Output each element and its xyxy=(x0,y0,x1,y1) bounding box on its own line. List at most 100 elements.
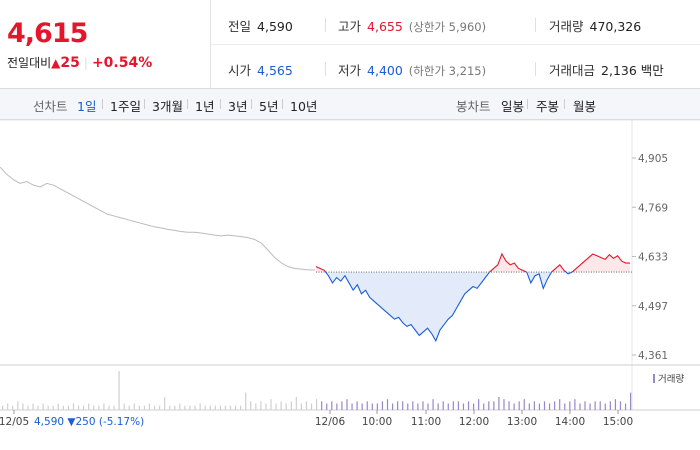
period-3month[interactable]: 3개월 xyxy=(152,99,183,114)
volume-bar xyxy=(321,401,323,410)
chart-toolbar: 선차트 1일 1주일 3개월 1년 3년 5년 10년 봉차트 일봉 주봉 월봉 xyxy=(0,89,700,120)
chart-fill xyxy=(316,253,630,341)
x-tick-label: 15:00 xyxy=(603,416,633,428)
volume-bar xyxy=(462,403,465,410)
volume-bar xyxy=(442,401,444,410)
y-tick-label: 4,633 xyxy=(638,252,668,264)
candle-daily[interactable]: 일봉 xyxy=(501,99,525,114)
toolbar-separator xyxy=(564,99,565,109)
volume-bar xyxy=(214,405,216,410)
volume-bar xyxy=(310,403,313,410)
open-cell: 시가 4,565 xyxy=(228,60,293,79)
period-5year[interactable]: 5년 xyxy=(259,99,279,114)
volume-bar xyxy=(194,405,196,410)
volume-bar xyxy=(240,405,242,410)
volume-bar xyxy=(326,403,328,410)
volume-bar xyxy=(498,397,500,410)
upper-limit: (상한가 5,960) xyxy=(408,20,487,34)
volume-bar xyxy=(518,401,520,410)
volume-bar xyxy=(366,401,368,410)
up-triangle-icon: ▲ xyxy=(51,56,61,70)
volume-bar xyxy=(143,405,146,410)
volume-bar xyxy=(164,397,166,410)
volume-bar xyxy=(148,403,151,410)
volume-bar xyxy=(280,401,282,410)
x-tick-label: 12:00 xyxy=(459,416,489,428)
amount-label: 거래대금 xyxy=(549,63,596,78)
x-tick-label: 14:00 xyxy=(555,416,585,428)
period-3year[interactable]: 3년 xyxy=(228,99,248,114)
volume-bar xyxy=(630,392,632,410)
toolbar-separator xyxy=(102,99,103,109)
volume-bar xyxy=(402,401,404,410)
volume-bar xyxy=(159,405,161,410)
x-tick-label: 13:00 xyxy=(507,416,537,428)
current-price: 4,615 xyxy=(7,18,88,49)
volume-bar xyxy=(523,399,525,410)
volume-bar xyxy=(614,399,617,410)
volume-bar xyxy=(513,403,515,410)
volume-bar xyxy=(331,401,333,410)
toolbar-separator xyxy=(251,99,252,109)
volume-bar xyxy=(169,405,171,410)
candle-monthly[interactable]: 월봉 xyxy=(573,99,597,114)
line-chart-label: 선차트 xyxy=(33,99,68,114)
today-line-up xyxy=(315,266,327,273)
divider xyxy=(325,18,326,32)
volume-bar xyxy=(412,401,414,410)
open-label: 시가 xyxy=(228,63,252,78)
divider xyxy=(535,62,536,76)
period-1week[interactable]: 1주일 xyxy=(110,99,141,114)
volume-bar xyxy=(88,403,90,410)
volume-bar xyxy=(295,397,297,410)
x-tick-label: 10:00 xyxy=(362,416,392,428)
volume-bar xyxy=(27,405,29,410)
volume-bar xyxy=(184,405,186,410)
period-1year[interactable]: 1년 xyxy=(195,99,215,114)
volume-bar xyxy=(371,403,373,410)
volume-bar xyxy=(67,405,70,410)
volume-value: 470,326 xyxy=(589,19,642,34)
period-1day[interactable]: 1일 xyxy=(77,99,97,114)
open-value: 4,565 xyxy=(257,63,293,78)
period-10year[interactable]: 10년 xyxy=(290,99,318,114)
volume-bar xyxy=(118,371,120,410)
volume-bar xyxy=(417,403,419,410)
prev-close-label: 전일 xyxy=(228,19,252,34)
volume-bar xyxy=(508,401,510,410)
volume-bar xyxy=(361,403,363,410)
divider xyxy=(325,62,326,76)
volume-bar xyxy=(478,399,480,410)
volume-bar xyxy=(548,403,551,410)
volume-bar xyxy=(432,399,434,410)
x-tick-label: 12/06 xyxy=(315,416,346,428)
volume-bar xyxy=(594,401,596,410)
volume-bar xyxy=(422,401,424,410)
volume-bar xyxy=(270,399,272,410)
volume-bar xyxy=(12,405,14,410)
change-value: 25 xyxy=(60,55,80,71)
volume-bar xyxy=(609,401,611,410)
today-line-down xyxy=(565,271,573,275)
candle-weekly[interactable]: 주봉 xyxy=(536,99,560,114)
volume-bar xyxy=(123,403,125,410)
chart-grid xyxy=(0,120,700,414)
volume-bar xyxy=(473,403,475,410)
volume-bar xyxy=(255,403,257,410)
volume-bar xyxy=(316,399,318,410)
volume-bar xyxy=(174,405,176,410)
separator: | xyxy=(83,56,88,70)
volume-legend-swatch xyxy=(653,374,655,383)
today-line-up xyxy=(551,264,567,273)
chart-labels: 4,905 4,769 4,633 4,497 4,361 거래량 12/05 12/06 10… xyxy=(0,153,684,428)
volume-bar xyxy=(346,399,348,410)
change-label: 전일대비 xyxy=(7,56,52,70)
toolbar-separator xyxy=(187,99,188,109)
volume-bar xyxy=(407,403,409,410)
volume-bar xyxy=(584,401,586,410)
volume-bar xyxy=(386,399,389,410)
chart-lines xyxy=(0,166,632,343)
today-line-up xyxy=(571,253,630,273)
prev-close-cell: 전일 4,590 xyxy=(228,16,293,35)
volume-bar xyxy=(285,403,287,410)
